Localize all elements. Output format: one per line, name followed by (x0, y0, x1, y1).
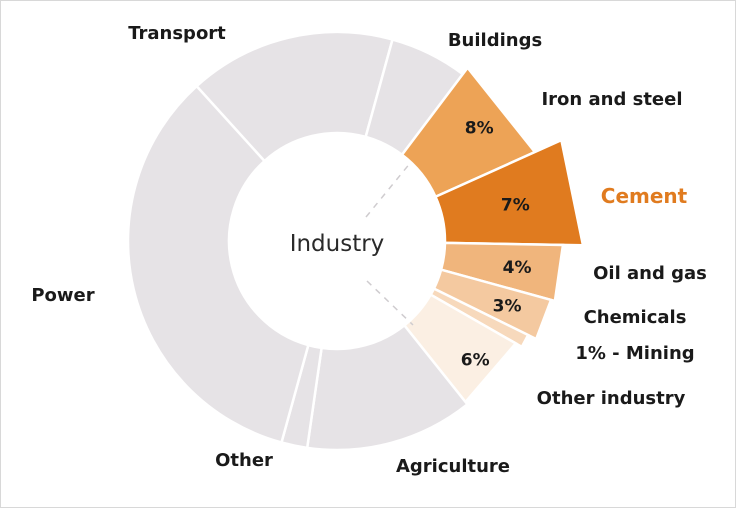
category-label-transport: Transport (128, 23, 226, 44)
pct-label-chemicals: 3% (493, 297, 522, 317)
industry-guide-lines (365, 161, 414, 326)
category-label-other: Other (215, 450, 273, 471)
category-label-mining: 1% - Mining (575, 343, 694, 364)
category-label-agriculture: Agriculture (396, 456, 510, 477)
segment-labels: Transport Buildings 8% Iron and steel 7% Ceme… (31, 23, 707, 477)
category-label-buildings: Buildings (448, 30, 542, 51)
center-label: Industry (290, 231, 385, 257)
category-label-power: Power (31, 285, 94, 306)
category-label-iron-and-steel: Iron and steel (541, 89, 682, 110)
category-label-oil-and-gas: Oil and gas (593, 263, 707, 284)
pct-label-iron-and-steel: 8% (465, 119, 494, 139)
guide-line-bottom (366, 280, 414, 326)
pct-label-oil-and-gas: 4% (503, 258, 532, 278)
category-label-other-industry: Other industry (537, 388, 686, 409)
pct-label-cement: 7% (501, 195, 530, 215)
category-label-cement: Cement (601, 184, 688, 208)
pct-label-other-industry: 6% (461, 350, 490, 370)
chart-segments (126, 30, 585, 452)
category-label-chemicals: Chemicals (584, 307, 687, 328)
